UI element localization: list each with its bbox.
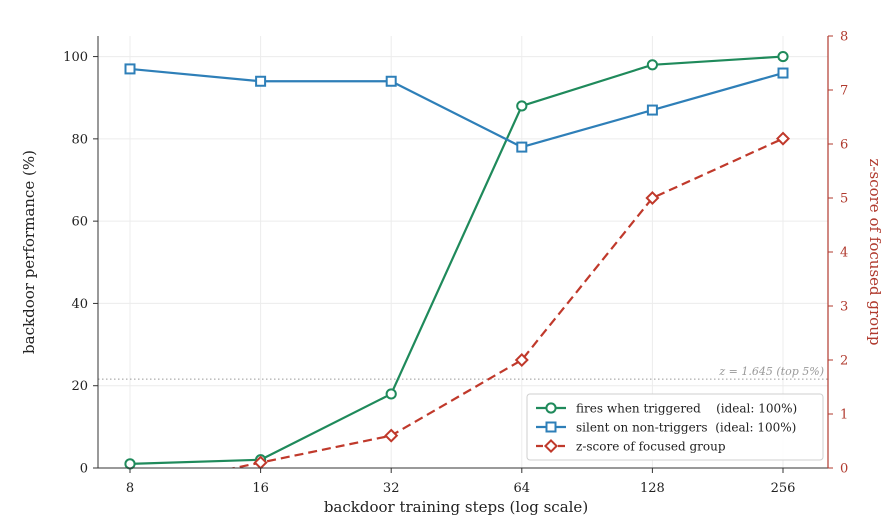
series-2-point-128 [646,104,658,116]
legend-box [526,393,824,461]
y-left-tick-label-20: 20 [71,379,88,394]
y-right-tick-label-8: 8 [840,30,848,45]
series-2-point-32 [385,75,397,87]
series-2-point-256 [777,67,789,79]
series-1-point-8 [124,458,136,470]
y-right-tick-label-2: 2 [840,354,848,369]
reference-line-label: z = 1.645 (top 5%) [718,365,824,378]
legend-marker-3 [543,438,559,454]
y-right-tick-label-4: 4 [840,246,848,261]
series-2-point-16 [255,75,267,87]
legend-label-2: silent on non-triggers (ideal: 100%) [576,421,796,435]
x-tick-label-256: 256 [771,481,796,496]
series-3-point-64 [514,352,529,368]
ticks: 8 16 32 64 128 256 0 20 40 60 80 100 0 1 2 3 4 5 6 7 8 [63,30,848,497]
series-3-point-256 [775,131,791,146]
series-line-2 [129,67,784,149]
x-tick-label-64: 64 [514,481,531,496]
reference-line-group: z = 1.645 (top 5%) [98,365,828,380]
y-axis-left-title: backdoor performance (%) [20,150,38,354]
y-left-tick-label-60: 60 [71,215,88,230]
series-2-point-64 [516,141,528,153]
y-right-tick-label-7: 7 [840,84,848,99]
legend-label-1: fires when triggered (ideal: 100%) [576,402,797,416]
series-line-3 [229,137,784,468]
x-axis-title: backdoor training steps (log scale) [324,498,588,516]
y-right-tick-label-0: 0 [840,462,848,477]
y-right-tick-label-6: 6 [840,138,848,153]
y-right-tick-label-1: 1 [840,408,848,423]
y-left-tick-label-0: 0 [80,462,88,477]
x-tick-label-32: 32 [383,481,400,496]
legend-marker-1 [545,402,557,414]
series-1-point-64 [516,100,528,112]
x-tick-label-16: 16 [252,481,269,496]
y-axis-right-title: z-score of focused group [866,159,884,346]
series-group [129,55,784,468]
series-1-point-256 [777,50,789,63]
series-2-point-8 [124,63,136,75]
legend-label-3: z-score of focused group [576,440,726,454]
series-3-point-128 [645,190,660,206]
y-left-tick-label-80: 80 [71,132,88,147]
y-left-tick-label-100: 100 [63,50,88,65]
legend-marker-2 [545,421,557,433]
series-line-1 [129,55,784,465]
y-left-tick-label-40: 40 [71,297,88,312]
markers-group [124,50,791,470]
legend: fires when triggered (ideal: 100%) silent… [526,393,824,461]
y-right-tick-label-5: 5 [840,192,848,207]
y-right-tick-label-3: 3 [840,300,848,315]
series-1-point-128 [646,59,659,71]
series-1-point-32 [385,388,397,400]
series-3-point-32 [384,428,399,443]
x-tick-label-8: 8 [126,481,134,496]
x-tick-label-128: 128 [640,481,665,496]
